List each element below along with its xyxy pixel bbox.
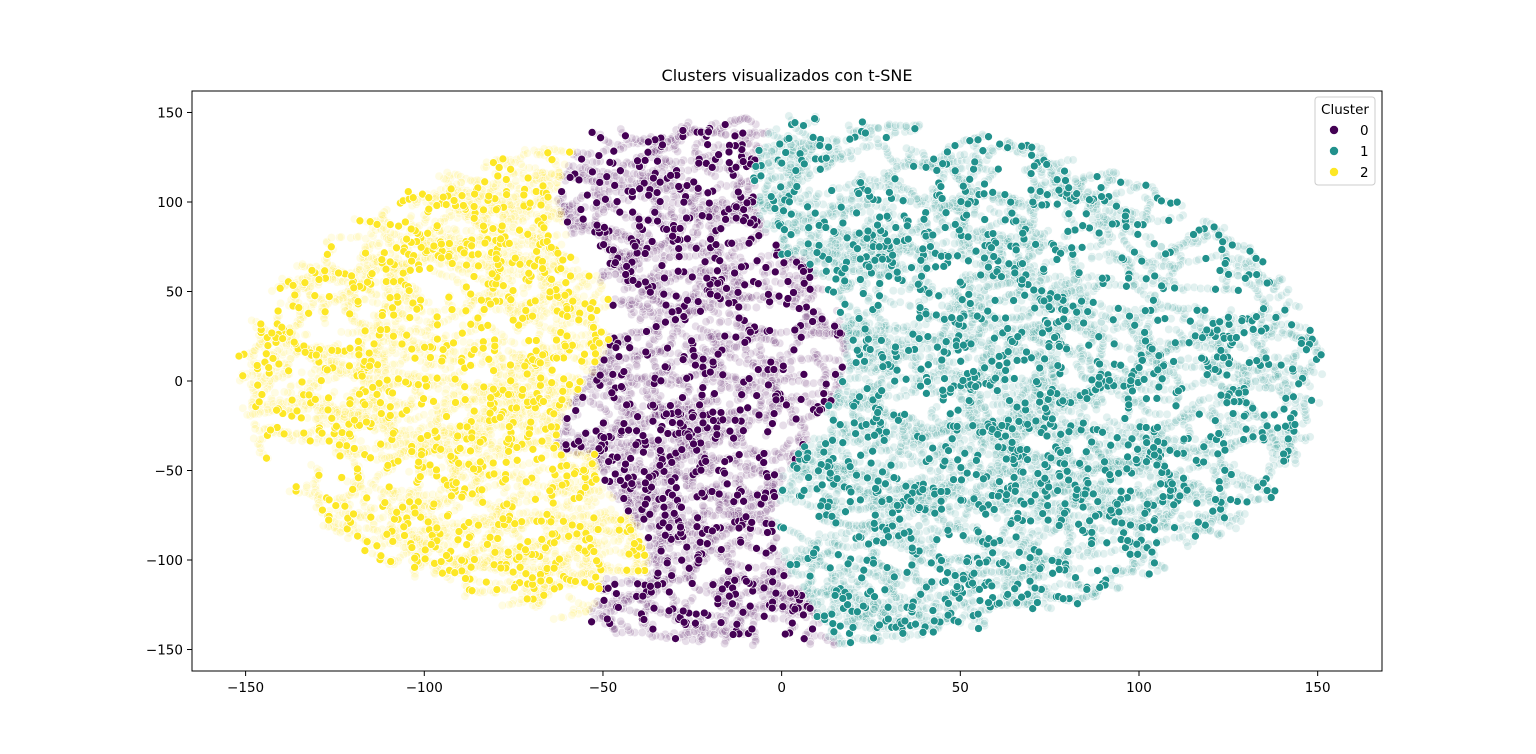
point-cluster-0 xyxy=(707,333,715,341)
point-cluster-0 xyxy=(725,309,733,317)
point-cluster-1 xyxy=(855,555,863,563)
point-cluster-0 xyxy=(782,328,790,336)
point-cluster-0 xyxy=(735,358,743,366)
point-cluster-0 xyxy=(689,482,697,490)
chart-title: Clusters visualizados con t-SNE xyxy=(662,66,913,85)
point-cluster-0 xyxy=(780,376,788,384)
point-cluster-0 xyxy=(815,329,823,337)
point-cluster-0 xyxy=(626,373,634,381)
point-cluster-0 xyxy=(586,398,594,406)
point-cluster-0 xyxy=(639,402,647,410)
point-cluster-1 xyxy=(1172,326,1180,334)
point-cluster-0 xyxy=(702,318,710,326)
point-cluster-0 xyxy=(667,376,675,384)
point-cluster-0 xyxy=(822,329,830,337)
point-cluster-0 xyxy=(633,333,641,341)
point-cluster-0 xyxy=(770,336,778,344)
point-cluster-0 xyxy=(706,303,714,311)
point-cluster-0 xyxy=(716,318,724,326)
point-cluster-1 xyxy=(1165,325,1173,333)
point-cluster-0 xyxy=(770,614,778,622)
point-cluster-0 xyxy=(762,277,770,285)
point-cluster-0 xyxy=(661,155,669,163)
point-cluster-0 xyxy=(633,362,641,370)
point-cluster-0 xyxy=(652,504,660,512)
point-cluster-1 xyxy=(1310,368,1318,376)
point-cluster-0 xyxy=(638,628,646,636)
point-cluster-0 xyxy=(787,365,795,373)
point-cluster-0 xyxy=(747,502,755,510)
point-cluster-0 xyxy=(752,303,760,311)
point-cluster-0 xyxy=(809,379,817,387)
point-cluster-0 xyxy=(786,436,794,444)
point-cluster-0 xyxy=(675,376,683,384)
point-cluster-0 xyxy=(645,524,653,532)
point-cluster-0 xyxy=(744,115,752,123)
point-cluster-0 xyxy=(743,466,751,474)
point-cluster-0 xyxy=(706,266,714,274)
point-cluster-0 xyxy=(709,622,717,630)
point-cluster-0 xyxy=(616,617,624,625)
point-cluster-0 xyxy=(732,343,740,351)
point-cluster-0 xyxy=(726,400,734,408)
point-cluster-0 xyxy=(720,639,728,647)
point-cluster-1 xyxy=(1318,370,1326,378)
point-cluster-0 xyxy=(625,579,633,587)
point-cluster-0 xyxy=(693,229,701,237)
point-cluster-0 xyxy=(722,131,730,139)
point-cluster-0 xyxy=(711,172,719,180)
point-cluster-0 xyxy=(749,641,757,649)
point-cluster-0 xyxy=(743,303,751,311)
point-cluster-0 xyxy=(713,215,721,223)
point-cluster-0 xyxy=(797,354,805,362)
point-cluster-0 xyxy=(710,631,718,639)
point-cluster-0 xyxy=(715,506,723,514)
point-cluster-0 xyxy=(726,384,734,392)
point-cluster-0 xyxy=(779,421,787,429)
